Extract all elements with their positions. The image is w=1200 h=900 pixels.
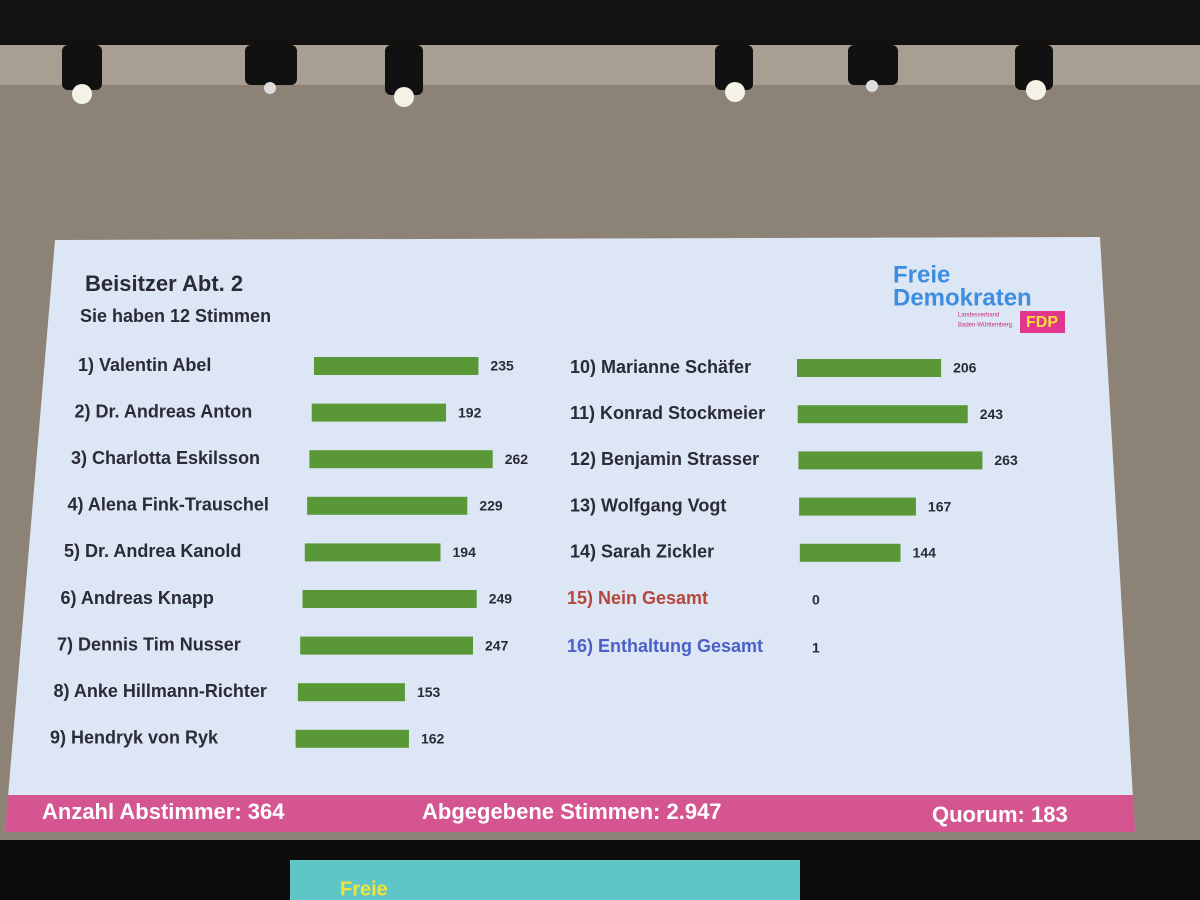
logo-line: Freie [893, 261, 950, 288]
category-label: 9) Hendryk von Ryk [50, 728, 219, 748]
footer-text: Abgegebene Stimmen: 2.947 [422, 799, 722, 824]
footer-band [5, 795, 1135, 832]
total-value: 0 [812, 592, 820, 608]
title: Beisitzer Abt. 2 [85, 271, 243, 296]
logo-line: Demokraten [893, 284, 1032, 311]
bar [295, 729, 409, 748]
ceiling [0, 0, 1200, 45]
bar [798, 451, 983, 470]
ceiling-strip [0, 45, 1200, 85]
logo-badge-text: FDP [1026, 314, 1058, 331]
category-label: 10) Marianne Schäfer [570, 357, 751, 377]
logo-small: Baden-Württemberg [958, 323, 1012, 329]
logo-badge [1020, 311, 1065, 333]
podium-text: Freie [340, 878, 388, 900]
total-label: 15) Nein Gesamt [567, 588, 708, 608]
screen [5, 237, 1135, 832]
bar [799, 497, 916, 516]
stage-lights [62, 45, 1053, 107]
category-label: 1) Valentin Abel [78, 355, 211, 375]
bar [304, 543, 441, 562]
bar [797, 405, 968, 424]
value-label: 262 [505, 451, 529, 467]
subtitle: Sie haben 12 Stimmen [80, 306, 271, 326]
category-label: 11) Konrad Stockmeier [570, 403, 765, 423]
value-label: 229 [479, 498, 503, 514]
category-label: 4) Alena Fink-Trauschel [68, 495, 269, 515]
category-label: 8) Anke Hillmann-Richter [54, 681, 267, 701]
podium [290, 860, 800, 900]
logo-small: Landesverband [958, 313, 999, 319]
value-label: 206 [953, 360, 977, 376]
bar [799, 543, 901, 562]
bar [314, 357, 479, 375]
value-label: 235 [490, 358, 514, 374]
total-label: 16) Enthaltung Gesamt [567, 636, 763, 656]
category-label: 2) Dr. Andreas Anton [75, 401, 253, 421]
value-label: 243 [980, 406, 1004, 422]
footer-text: Quorum: 183 [932, 802, 1068, 827]
value-label: 167 [928, 498, 952, 514]
bar [300, 636, 474, 655]
value-label: 153 [417, 684, 441, 700]
value-label: 144 [913, 545, 937, 561]
value-label: 249 [489, 591, 513, 607]
value-label: 162 [421, 731, 445, 747]
value-label: 194 [453, 544, 477, 560]
bar [297, 683, 405, 702]
bar [797, 359, 942, 377]
value-label: 192 [458, 404, 482, 420]
value-label: 263 [994, 452, 1018, 468]
category-label: 3) Charlotta Eskilsson [71, 448, 260, 468]
total-value: 1 [812, 640, 820, 656]
category-label: 5) Dr. Andrea Kanold [64, 541, 241, 561]
category-label: 6) Andreas Knapp [61, 588, 214, 608]
footer-text: Anzahl Abstimmer: 364 [42, 799, 285, 824]
category-label: 13) Wolfgang Vogt [570, 495, 726, 515]
bar [311, 403, 447, 422]
category-label: 12) Benjamin Strasser [570, 449, 759, 469]
bar [309, 450, 493, 469]
bar [302, 590, 477, 608]
category-label: 14) Sarah Zickler [570, 542, 714, 562]
value-label: 247 [485, 637, 509, 653]
category-label: 7) Dennis Tim Nusser [57, 634, 241, 654]
bar [307, 496, 468, 515]
